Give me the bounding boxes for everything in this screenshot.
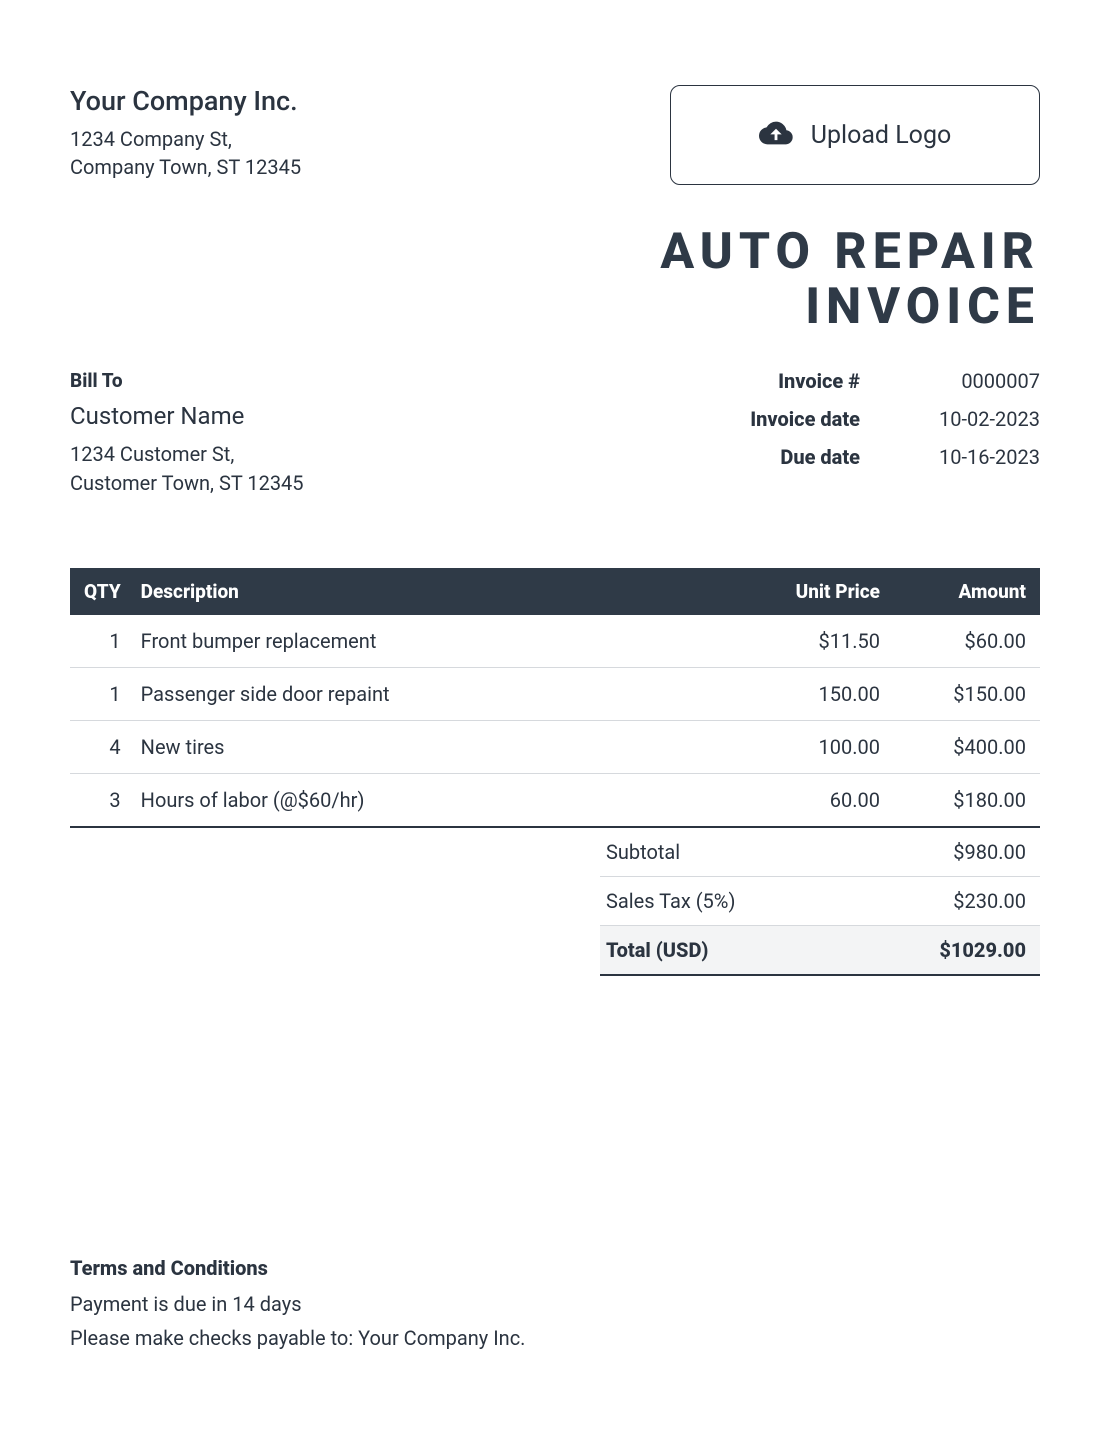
tax-value: $230.00: [953, 889, 1026, 913]
meta-invoice-number: Invoice # 0000007: [720, 369, 1040, 393]
table-row: 3Hours of labor (@$60/hr)60.00$180.00: [70, 774, 1040, 828]
meta-value: 10-16-2023: [920, 445, 1040, 469]
terms-line1: Payment is due in 14 days: [70, 1292, 1040, 1316]
document-title-line2: INVOICE: [70, 280, 1040, 335]
tax-row: Sales Tax (5%) $230.00: [600, 877, 1040, 926]
cell-qty: 1: [70, 668, 131, 721]
subtotal-row: Subtotal $980.00: [600, 828, 1040, 877]
cell-unit: 150.00: [720, 668, 890, 721]
total-label: Total (USD): [606, 938, 708, 962]
upload-logo-label: Upload Logo: [811, 121, 952, 150]
customer-address-line1: 1234 Customer St,: [70, 440, 304, 469]
company-address-line1: 1234 Company St,: [70, 125, 301, 153]
cell-amt: $400.00: [890, 721, 1040, 774]
meta-key: Invoice date: [720, 407, 860, 431]
subtotal-value: $980.00: [953, 840, 1026, 864]
cell-qty: 3: [70, 774, 131, 828]
terms-line2: Please make checks payable to: Your Comp…: [70, 1326, 1040, 1350]
cell-qty: 4: [70, 721, 131, 774]
header-row: Your Company Inc. 1234 Company St, Compa…: [70, 85, 1040, 185]
col-unit-price: Unit Price: [720, 568, 890, 615]
cell-amt: $60.00: [890, 615, 1040, 668]
company-block: Your Company Inc. 1234 Company St, Compa…: [70, 85, 301, 181]
cell-desc: New tires: [131, 721, 720, 774]
cell-qty: 1: [70, 615, 131, 668]
cloud-upload-icon: [759, 116, 793, 154]
table-body: 1Front bumper replacement$11.50$60.001Pa…: [70, 615, 1040, 827]
table-header: QTY Description Unit Price Amount: [70, 568, 1040, 615]
subtotal-label: Subtotal: [606, 840, 680, 864]
col-amount: Amount: [890, 568, 1040, 615]
meta-key: Invoice #: [720, 369, 860, 393]
table-row: 1Front bumper replacement$11.50$60.00: [70, 615, 1040, 668]
customer-address: 1234 Customer St, Customer Town, ST 1234…: [70, 440, 304, 498]
cell-desc: Passenger side door repaint: [131, 668, 720, 721]
terms-block: Terms and Conditions Payment is due in 1…: [70, 1256, 1040, 1350]
total-value: $1029.00: [939, 938, 1026, 962]
customer-name: Customer Name: [70, 402, 304, 430]
invoice-meta: Invoice # 0000007 Invoice date 10-02-202…: [720, 369, 1040, 483]
bill-meta-row: Bill To Customer Name 1234 Customer St, …: [70, 369, 1040, 498]
cell-unit: 60.00: [720, 774, 890, 828]
customer-address-line2: Customer Town, ST 12345: [70, 469, 304, 498]
meta-due-date: Due date 10-16-2023: [720, 445, 1040, 469]
cell-desc: Front bumper replacement: [131, 615, 720, 668]
total-row: Total (USD) $1029.00: [600, 926, 1040, 976]
bill-to-block: Bill To Customer Name 1234 Customer St, …: [70, 369, 304, 498]
company-address: 1234 Company St, Company Town, ST 12345: [70, 125, 301, 181]
terms-title: Terms and Conditions: [70, 1256, 1040, 1280]
table-row: 4New tires100.00$400.00: [70, 721, 1040, 774]
document-title: AUTO REPAIR INVOICE: [70, 225, 1040, 335]
document-title-line1: AUTO REPAIR: [70, 225, 1040, 280]
col-qty: QTY: [70, 568, 131, 615]
meta-invoice-date: Invoice date 10-02-2023: [720, 407, 1040, 431]
cell-unit: 100.00: [720, 721, 890, 774]
table-row: 1Passenger side door repaint150.00$150.0…: [70, 668, 1040, 721]
tax-label: Sales Tax (5%): [606, 889, 735, 913]
col-description: Description: [131, 568, 720, 615]
cell-desc: Hours of labor (@$60/hr): [131, 774, 720, 828]
cell-amt: $150.00: [890, 668, 1040, 721]
cell-amt: $180.00: [890, 774, 1040, 828]
cell-unit: $11.50: [720, 615, 890, 668]
meta-value: 0000007: [920, 369, 1040, 393]
company-name: Your Company Inc.: [70, 85, 301, 117]
totals-block: Subtotal $980.00 Sales Tax (5%) $230.00 …: [600, 828, 1040, 976]
bill-to-label: Bill To: [70, 369, 304, 392]
meta-value: 10-02-2023: [920, 407, 1040, 431]
upload-logo-button[interactable]: Upload Logo: [670, 85, 1040, 185]
meta-key: Due date: [720, 445, 860, 469]
company-address-line2: Company Town, ST 12345: [70, 153, 301, 181]
line-items-table: QTY Description Unit Price Amount 1Front…: [70, 568, 1040, 828]
